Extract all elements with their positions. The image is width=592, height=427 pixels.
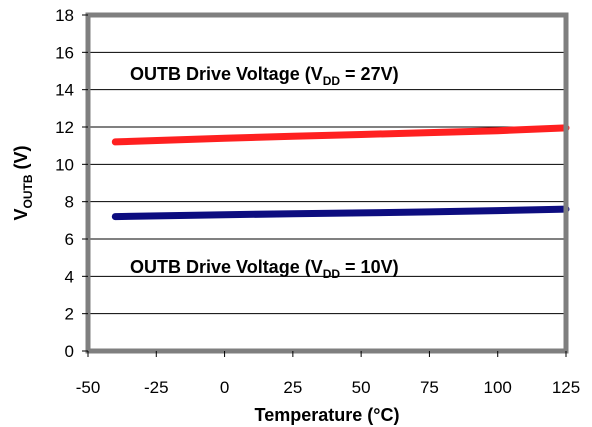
y-tick-label-1: 2 [65,305,74,324]
x-tick-label-6: 100 [484,378,512,397]
x-tick-label-5: 75 [420,378,439,397]
y-axis-ticks: 0 2 4 6 8 10 12 14 16 18 [55,6,88,361]
series-line-1 [111,205,570,221]
annotation-10v: OUTB Drive Voltage (VDD = 10V) [130,257,399,281]
series-group [111,124,570,221]
y-tick-label-0: 0 [65,342,74,361]
x-tick-label-0: -50 [76,378,101,397]
x-tick-label-2: 0 [220,378,229,397]
gridlines [88,51,566,315]
y-tick-label-4: 8 [65,193,74,212]
y-tick-label-9: 18 [55,6,74,25]
x-tick-label-3: 25 [283,378,302,397]
plot-frame [85,12,569,354]
x-tick-label-4: 50 [352,378,371,397]
y-tick-label-3: 6 [65,230,74,249]
annotation-27v: OUTB Drive Voltage (VDD = 27V) [130,64,399,88]
y-tick-label-8: 16 [55,43,74,62]
y-tick-label-5: 10 [55,155,74,174]
x-axis-ticks: -50 -25 0 25 50 75 100 125 [76,351,580,397]
x-axis-title: Temperature (°C) [255,405,400,425]
y-axis-title: VOUTB (V) [11,145,35,220]
x-tick-label-1: -25 [144,378,169,397]
x-tick-label-7: 125 [552,378,580,397]
y-tick-label-2: 4 [65,267,74,286]
y-tick-label-7: 14 [55,81,74,100]
plot-area [88,15,566,351]
y-tick-label-6: 12 [55,118,74,137]
series-line-0 [111,124,570,146]
